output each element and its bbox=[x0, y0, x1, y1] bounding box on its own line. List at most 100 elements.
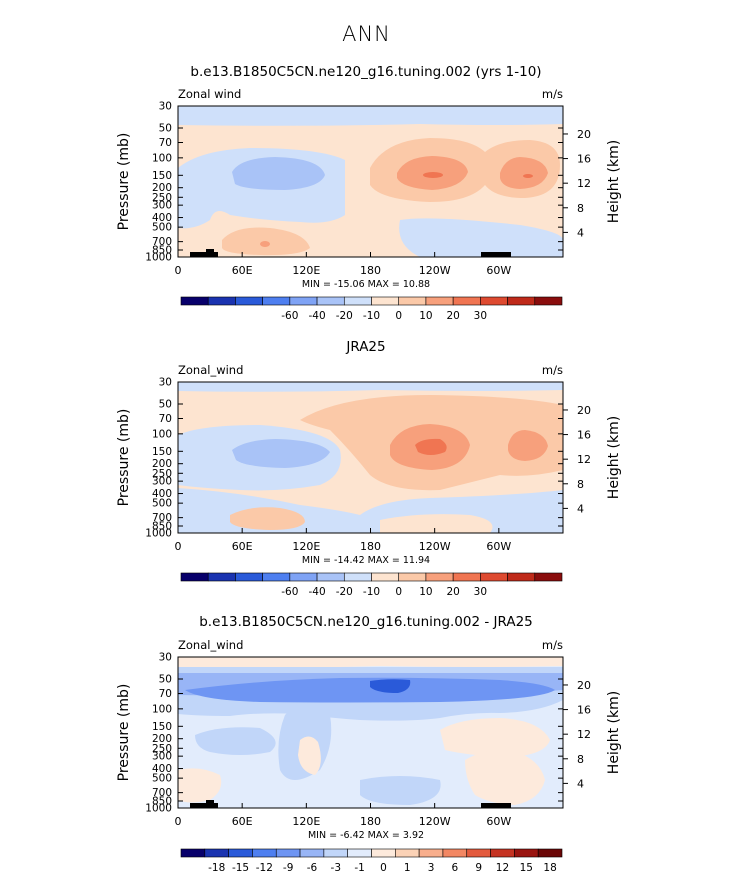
colorbar-3-label: 0 bbox=[380, 862, 387, 872]
panel-3-field bbox=[178, 657, 563, 808]
panel-3-xtick-label: 60E bbox=[232, 815, 253, 828]
colorbar-1-swatch bbox=[343, 296, 372, 306]
colorbar-3-swatch bbox=[490, 848, 515, 858]
colorbar-1-swatch bbox=[207, 296, 236, 306]
panel-3-ytick-label: 500 bbox=[152, 773, 172, 785]
colorbar-1-swatch bbox=[180, 296, 209, 306]
panel-1-topo-right bbox=[481, 252, 511, 257]
panel-3-min-max: MIN = -6.42 MAX = 3.92 bbox=[308, 830, 424, 841]
panel-3-ytick-label: 250 bbox=[152, 743, 172, 755]
panel-3-ytick-label: 1000 bbox=[145, 803, 172, 815]
panel-3-ytick-label: 850 bbox=[152, 796, 172, 808]
colorbar-3-label: 12 bbox=[496, 862, 509, 872]
panel-1-min-max: MIN = -15.06 MAX = 10.88 bbox=[302, 279, 430, 290]
colorbar-2-label: -10 bbox=[363, 586, 380, 598]
panel-2-ytick-label: 500 bbox=[152, 498, 172, 510]
colorbar-1-label: 0 bbox=[395, 310, 402, 322]
panel-1-xtick-label: 60W bbox=[486, 264, 511, 277]
colorbar-1-label: -40 bbox=[308, 310, 325, 322]
panel-2-min-max: MIN = -14.42 MAX = 11.94 bbox=[302, 555, 430, 566]
colorbar-2-label: 20 bbox=[446, 586, 459, 598]
colorbar-1-swatch bbox=[316, 296, 345, 306]
colorbar-1-swatch bbox=[480, 296, 508, 306]
colorbar-1-swatch bbox=[262, 296, 291, 306]
panel-2-xtick-label: 60W bbox=[486, 540, 511, 553]
panel-3-xtick-label: 60W bbox=[486, 815, 511, 828]
panel-2-ytick-label: 300 bbox=[152, 476, 172, 488]
panel-2-y2tick-label: 16 bbox=[577, 429, 591, 442]
panel-1-ytick-label: 1000 bbox=[145, 252, 172, 264]
panel-1-y2tick-label: 12 bbox=[577, 177, 591, 190]
colorbar-1-swatch bbox=[507, 296, 536, 306]
colorbar-3-swatch bbox=[466, 848, 491, 858]
panel-3-y2tick-label: 8 bbox=[577, 753, 584, 766]
colorbar-3-swatch bbox=[371, 848, 396, 858]
panel-2-xtick-label: 0 bbox=[175, 540, 182, 553]
colorbar-2-swatch bbox=[235, 572, 263, 582]
colorbar-2-label: -20 bbox=[336, 586, 353, 598]
panel-1-topo-left-peak bbox=[206, 249, 214, 253]
panel-2-ytick-label: 150 bbox=[152, 446, 172, 458]
panel-2-ytick-label: 50 bbox=[159, 398, 172, 410]
panel-1-ytick-label: 850 bbox=[152, 245, 172, 257]
colorbar-3-swatch bbox=[180, 848, 206, 858]
panel-3-topo-left bbox=[190, 803, 218, 808]
panel-3-ytick-label: 700 bbox=[152, 787, 172, 799]
colorbar-1-label: 20 bbox=[446, 310, 459, 322]
panel-2-xtick-label: 120E bbox=[292, 540, 320, 553]
panel-3-ytick-label: 300 bbox=[152, 751, 172, 763]
panel-1-ytick-label: 50 bbox=[159, 122, 172, 134]
panel-3-y2tick-label: 4 bbox=[577, 777, 584, 790]
colorbar-1-swatch bbox=[452, 296, 481, 306]
panel-2-ytick-label: 1000 bbox=[145, 528, 172, 540]
panel-2-ytick-label: 700 bbox=[152, 512, 172, 524]
panel-2-y2tick-label: 12 bbox=[577, 453, 591, 466]
colorbar-3-label: -15 bbox=[232, 862, 249, 872]
panel-1-xtick-label: 0 bbox=[175, 264, 182, 277]
colorbar-2-swatch bbox=[316, 572, 345, 582]
panel-2-ytick-label: 200 bbox=[152, 458, 172, 470]
panel-2-y2tick-label: 20 bbox=[577, 404, 591, 417]
colorbar-2-swatch bbox=[534, 572, 563, 582]
colorbar-2-label: 0 bbox=[395, 586, 402, 598]
colorbar-3-swatch bbox=[204, 848, 229, 858]
colorbar-1-label: -60 bbox=[281, 310, 298, 322]
colorbar-3-swatch bbox=[442, 848, 468, 858]
panel-3-ytick-label: 200 bbox=[152, 733, 172, 745]
colorbar-2-swatch bbox=[507, 572, 536, 582]
panel-2-xtick-label: 180 bbox=[360, 540, 381, 553]
panel-3-ytick-label: 70 bbox=[159, 688, 172, 700]
panel-1-xtick-label: 180 bbox=[360, 264, 381, 277]
colorbar-2-swatch bbox=[343, 572, 372, 582]
colorbar-3-swatch bbox=[275, 848, 301, 858]
panel-1-ytick-label: 150 bbox=[152, 170, 172, 182]
panel-1-xtick-label: 120W bbox=[419, 264, 451, 277]
panel-1-xtick-label: 120E bbox=[292, 264, 320, 277]
panel-2-y-axis-title: Pressure (mb) bbox=[116, 409, 132, 507]
panel-3-xtick-label: 120E bbox=[292, 815, 320, 828]
panel-3-xtick-label: 180 bbox=[360, 815, 381, 828]
colorbar-2-label: 30 bbox=[474, 586, 487, 598]
colorbar-2-label: 10 bbox=[419, 586, 432, 598]
colorbar-3-label: 6 bbox=[452, 862, 459, 872]
panel-1-title: b.e13.B1850C5CN.ne120_g16.tuning.002 (yr… bbox=[190, 64, 541, 80]
colorbar-2-swatch bbox=[262, 572, 291, 582]
colorbar-3-label: 9 bbox=[475, 862, 482, 872]
panel-3-title: b.e13.B1850C5CN.ne120_g16.tuning.002 - J… bbox=[199, 614, 533, 630]
panel-2-ytick-label: 400 bbox=[152, 488, 172, 500]
panel-3-topo-right bbox=[481, 803, 511, 808]
panel-2-ytick-label: 850 bbox=[152, 521, 172, 533]
panel-2-y2tick-label: 4 bbox=[577, 502, 584, 515]
panel-1-ytick-label: 250 bbox=[152, 192, 172, 204]
panel-2-ytick-label: 30 bbox=[159, 377, 172, 389]
colorbar-2-swatch bbox=[425, 572, 454, 582]
colorbar-1-swatch bbox=[534, 296, 563, 306]
panel-1-xtick-label: 60E bbox=[232, 264, 253, 277]
panel-3-y2-axis-title: Height (km) bbox=[606, 691, 622, 774]
colorbar-2-swatch bbox=[398, 572, 427, 582]
panel-2-title: JRA25 bbox=[345, 339, 385, 355]
colorbar-3-swatch bbox=[228, 848, 253, 858]
colorbar-1-swatch bbox=[398, 296, 427, 306]
panel-2-xtick-label: 60E bbox=[232, 540, 253, 553]
colorbar-1-label: -10 bbox=[363, 310, 380, 322]
